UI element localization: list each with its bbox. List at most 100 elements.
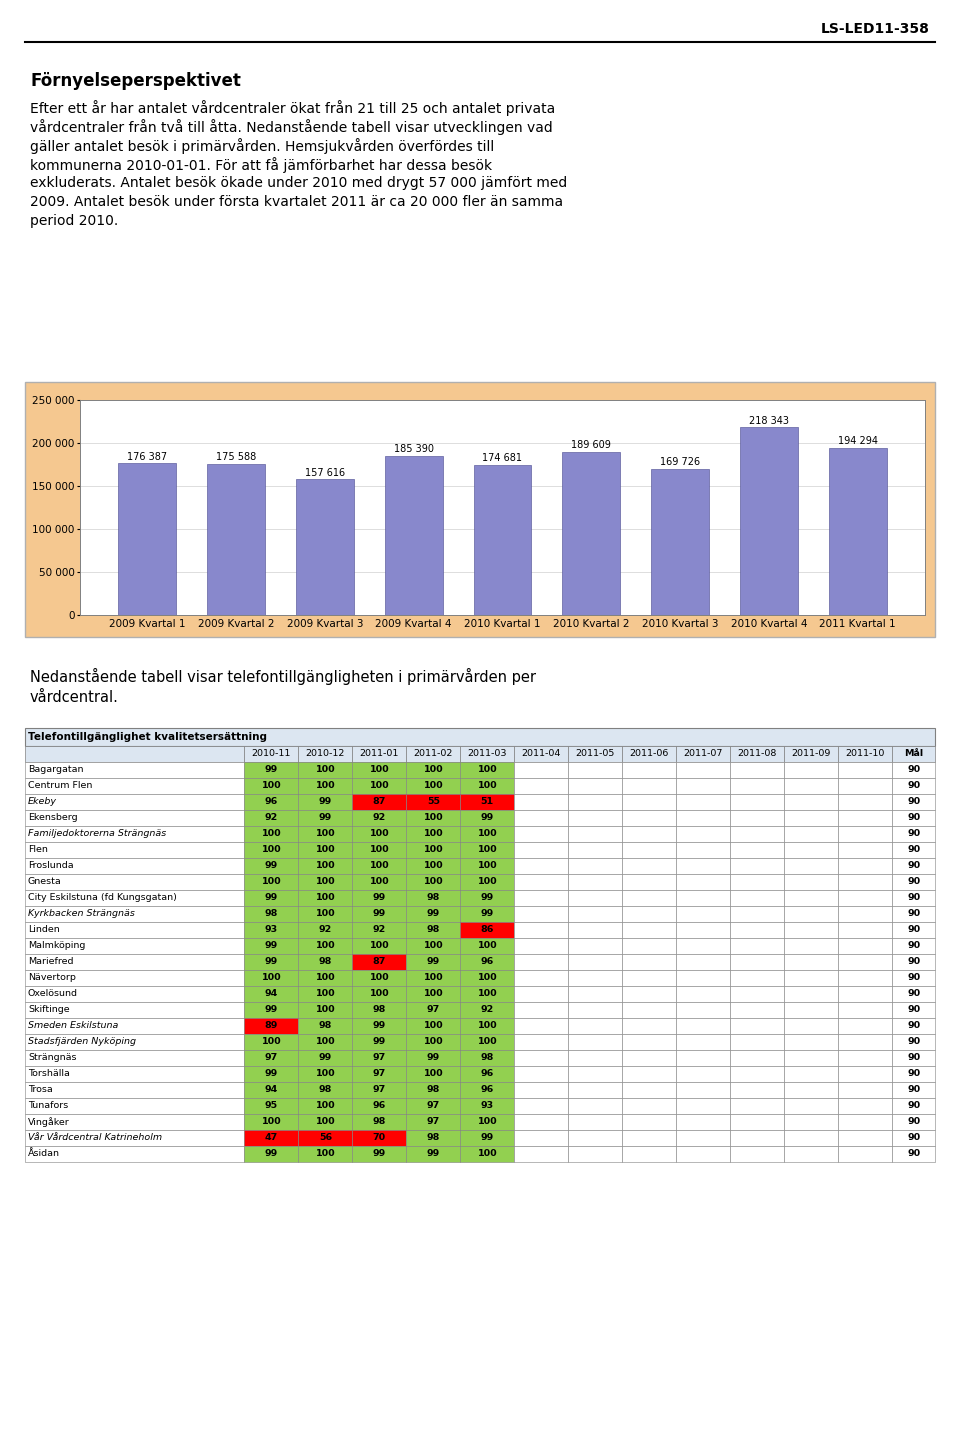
Text: 93: 93 [481,1101,493,1110]
Bar [515,1065,568,1083]
Bar [25,874,245,891]
Bar [25,762,245,778]
Bar [25,842,245,858]
Bar [25,793,245,811]
Text: Vår Vårdcentral Katrineholm: Vår Vårdcentral Katrineholm [28,1134,162,1143]
Text: 51: 51 [481,798,493,806]
Text: 100: 100 [477,766,497,775]
Text: 98: 98 [372,1005,386,1014]
Bar [245,987,299,1002]
Bar [731,954,784,969]
Text: 100: 100 [261,1117,281,1127]
Text: 100: 100 [477,1038,497,1047]
Bar [892,858,935,874]
Text: 100: 100 [423,766,444,775]
Bar [25,382,935,637]
Text: 100: 100 [261,878,281,886]
Bar [784,938,838,954]
Text: 100: 100 [477,862,497,871]
Bar [460,954,515,969]
Text: 100: 100 [370,845,389,855]
Bar [460,891,515,906]
Bar [892,1098,935,1114]
Bar [676,1050,731,1065]
Bar [245,1050,299,1065]
Text: 98: 98 [265,909,278,918]
Bar [296,480,353,614]
Bar [676,762,731,778]
Bar [568,1130,622,1146]
Bar [784,793,838,811]
Text: 99: 99 [265,941,278,951]
Text: 90: 90 [907,1021,921,1031]
Bar [352,778,406,793]
Bar [245,762,299,778]
Text: City Eskilstuna (fd Kungsgatan): City Eskilstuna (fd Kungsgatan) [28,894,177,902]
Text: 100: 100 [316,829,335,839]
Bar [676,858,731,874]
Bar [622,922,676,938]
Bar [25,1034,245,1050]
Bar [515,1050,568,1065]
Text: 98: 98 [426,894,440,902]
Text: 96: 96 [265,798,278,806]
Text: 90: 90 [907,1134,921,1143]
Bar [892,762,935,778]
Text: Skiftinge: Skiftinge [28,1005,70,1014]
Bar [622,746,676,762]
Bar [460,778,515,793]
Text: Nävertorp: Nävertorp [28,974,76,982]
Bar [731,858,784,874]
Bar [784,874,838,891]
Text: 100: 100 [423,974,444,982]
Text: 100: 100 [316,862,335,871]
Text: 218 343: 218 343 [749,415,789,425]
Text: Nedanstående tabell visar telefontillgängligheten i primärvården per: Nedanstående tabell visar telefontillgän… [30,667,536,684]
Bar [838,842,892,858]
Bar [299,954,352,969]
Bar [784,1034,838,1050]
Bar [515,1130,568,1146]
Bar [676,987,731,1002]
Text: 90: 90 [907,766,921,775]
Bar [784,954,838,969]
Bar [515,1083,568,1098]
Bar [731,969,784,987]
Text: 97: 97 [426,1005,440,1014]
Bar [25,1002,245,1018]
Bar [245,1098,299,1114]
Bar [676,874,731,891]
Bar [892,778,935,793]
Bar [568,1034,622,1050]
Bar [892,987,935,1002]
Text: 90: 90 [907,798,921,806]
Text: 92: 92 [265,813,278,822]
Bar [731,778,784,793]
Bar [406,922,460,938]
Bar [245,1065,299,1083]
Text: 90: 90 [907,958,921,967]
Bar [892,906,935,922]
Bar [299,1114,352,1130]
Bar [299,1050,352,1065]
Bar [406,842,460,858]
Bar [299,1146,352,1161]
Bar [245,842,299,858]
Text: 2011-03: 2011-03 [468,749,507,759]
Bar [568,969,622,987]
Text: vårdcentraler från två till åtta. Nedanstående tabell visar utvecklingen vad: vårdcentraler från två till åtta. Nedans… [30,119,553,135]
Text: 2010-11: 2010-11 [252,749,291,759]
Bar [352,826,406,842]
Bar [25,954,245,969]
Text: Mål: Mål [904,749,924,759]
Text: 100: 100 [316,1150,335,1158]
Bar [568,762,622,778]
Bar [838,811,892,826]
Text: 100: 100 [316,1038,335,1047]
Text: 100: 100 [477,941,497,951]
Text: 100: 100 [316,1070,335,1078]
Bar [299,1002,352,1018]
Bar [568,778,622,793]
Text: 70: 70 [372,1134,386,1143]
Bar [25,826,245,842]
